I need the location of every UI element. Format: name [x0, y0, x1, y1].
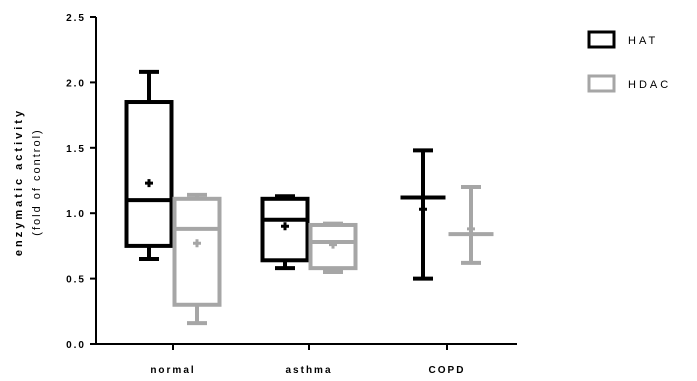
box-hdac-asthma — [308, 221, 358, 275]
mean-marker — [419, 205, 427, 214]
iqr-box — [308, 222, 358, 271]
legend-label: HDAC — [628, 79, 671, 91]
y-axis-ticks: 0.0 0.5 1.0 1.5 2.0 2.5 — [66, 13, 96, 351]
legend-swatch — [587, 74, 616, 93]
mean-marker — [281, 222, 289, 231]
box-hat-copd — [400, 148, 446, 281]
x-tick-label: normal — [150, 365, 195, 376]
mean-marker — [193, 239, 201, 248]
y-axis-label: enzymatic activity — [13, 108, 25, 256]
y-axis-title: enzymatic activity — [13, 108, 25, 256]
y-tick-label: 0.5 — [66, 275, 86, 286]
box-hdac-copd — [448, 185, 494, 265]
legend: HAT HDAC — [587, 30, 671, 93]
iqr-box — [260, 196, 310, 263]
mean-marker — [329, 240, 337, 249]
legend-item-hdac: HDAC — [587, 74, 671, 93]
mean-marker — [145, 179, 153, 188]
box-hat-asthma — [260, 194, 310, 271]
box-hdac-normal — [172, 192, 222, 326]
y-tick-label: 2.5 — [66, 13, 86, 24]
y-tick-label: 0.0 — [66, 340, 86, 351]
y-axis-sublabel: (fold of control) — [31, 128, 43, 235]
plot-area — [124, 69, 494, 326]
y-tick-label: 2.0 — [66, 78, 86, 89]
axes — [95, 17, 517, 345]
legend-label: HAT — [628, 35, 658, 47]
legend-item-hat: HAT — [587, 30, 658, 49]
y-tick-label: 1.0 — [66, 209, 86, 220]
mean-marker — [467, 224, 475, 233]
iqr-box — [124, 100, 174, 248]
y-axis-subtitle: (fold of control) — [31, 128, 43, 235]
box-hat-normal — [124, 69, 174, 261]
x-tick-label: COPD — [429, 365, 466, 376]
x-tick-label: asthma — [285, 365, 332, 376]
iqr-box — [172, 196, 222, 307]
y-tick-label: 1.5 — [66, 144, 86, 155]
legend-swatch — [587, 30, 616, 49]
x-axis-ticks: normal asthma COPD — [150, 344, 466, 376]
